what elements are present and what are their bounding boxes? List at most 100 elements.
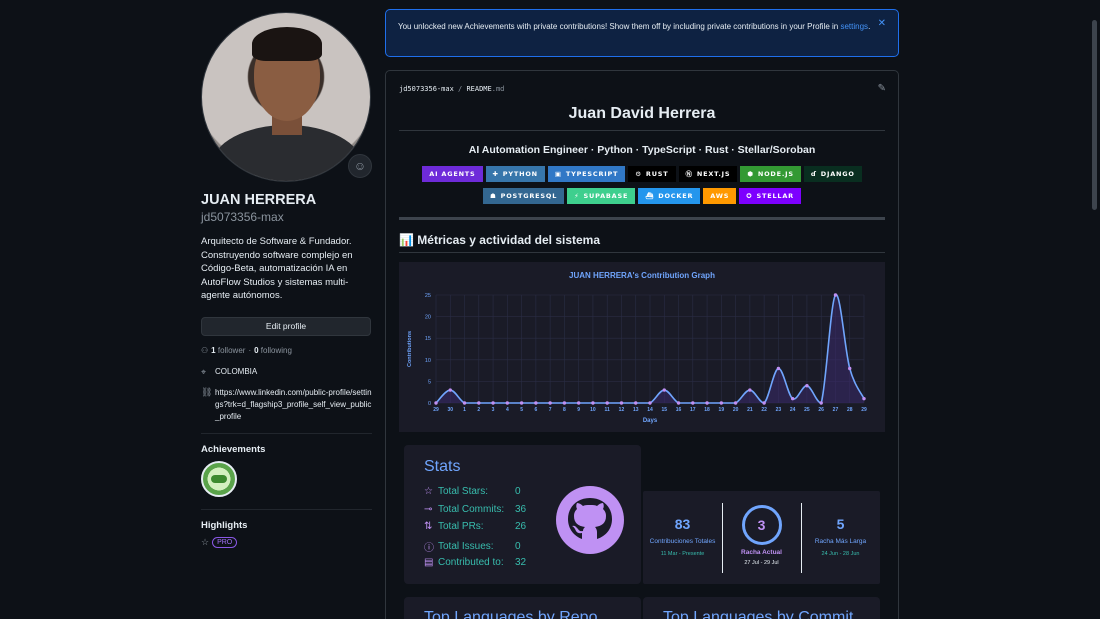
y-tick-label: 10	[425, 358, 431, 364]
badge-rust[interactable]: ⚙ RUST	[628, 166, 676, 182]
divider	[201, 432, 372, 434]
badge-postgresql[interactable]: ☗ POSTGRESQL	[482, 188, 565, 204]
x-tick-label: 3	[492, 407, 495, 413]
pro-badge[interactable]: PRO	[212, 536, 238, 548]
total-contributions-label: Contribuciones Totales	[649, 538, 716, 545]
badge-python[interactable]: ✚ PYTHON	[485, 166, 545, 182]
github-octocat-icon	[556, 486, 624, 554]
x-tick-label: 25	[804, 407, 810, 413]
tech-badges: AI AGENTS ✚ PYTHON ▣ TYPESCRIPT ⚙ RUST Ⓝ NEXT.JS…	[399, 166, 885, 204]
badge-label: DJANGO	[820, 170, 855, 178]
data-point	[705, 401, 709, 405]
star-icon: ☆	[201, 536, 210, 547]
current-streak-value: 3	[757, 517, 766, 533]
x-tick-label: 20	[733, 407, 739, 413]
data-point	[733, 401, 738, 405]
x-tick-label: 11	[605, 407, 611, 413]
badge-node-js[interactable]: ⬢ NODE.JS	[740, 166, 801, 182]
badge-logo-icon: ⬢	[747, 170, 754, 178]
badge-logo-icon: ▣	[554, 170, 562, 178]
data-point	[505, 401, 510, 405]
stat-label: Total Commits:	[438, 503, 505, 515]
readme-owner-link[interactable]: jd5073356-max	[399, 85, 454, 93]
badge-supabase[interactable]: ⚡ SUPABASE	[567, 188, 636, 204]
streak-card: 83 Contribuciones Totales 11 Mar - Prese…	[643, 491, 880, 584]
data-point	[605, 401, 609, 405]
stat-label: Total PRs:	[438, 521, 484, 533]
longest-streak-range: 24 Jun - 28 Jun	[821, 551, 860, 557]
metrics-heading: 📊 Métricas y actividad del sistema	[399, 233, 885, 253]
pencil-icon[interactable]: ✎	[877, 83, 886, 94]
badge-logo-icon: ☗	[489, 192, 497, 200]
data-point	[448, 388, 452, 392]
badge-aws[interactable]: AWS	[703, 188, 737, 204]
close-icon[interactable]: ✕	[877, 18, 886, 29]
followers-label: follower	[217, 345, 246, 355]
scrollbar-thumb[interactable]	[1092, 20, 1097, 210]
total-contributions-value: 83	[674, 516, 691, 532]
stat-row: ⊸ Total Commits: 36	[424, 504, 526, 515]
followers-count: 1	[211, 345, 216, 355]
avatar[interactable]	[201, 12, 371, 182]
edit-profile-button[interactable]: Edit profile	[201, 316, 371, 336]
following-link[interactable]: 0 following	[254, 346, 292, 355]
repo-icon: ▤	[424, 556, 434, 568]
badge-logo-icon: ⚙	[635, 170, 642, 178]
path-separator: /	[458, 85, 463, 93]
x-tick-label: 16	[676, 407, 682, 413]
badge-docker[interactable]: ⛴ DOCKER	[638, 188, 701, 204]
stat-row: ▤ Contributed to: 32	[424, 557, 526, 568]
badge-ai-agents[interactable]: AI AGENTS	[422, 166, 483, 182]
data-point	[748, 388, 752, 392]
x-tick-label: 5	[520, 407, 523, 413]
data-point	[691, 401, 695, 405]
divider	[801, 503, 802, 573]
followers-link[interactable]: 1 follower	[211, 346, 245, 355]
badge-label: PYTHON	[502, 170, 538, 178]
y-tick-label: 20	[425, 315, 431, 321]
issue-icon: ⓘ	[424, 543, 434, 555]
stat-label: Contributed to:	[438, 556, 504, 568]
badge-label: AI AGENTS	[429, 170, 476, 178]
profile-link[interactable]: https://www.linkedin.com/public-profile/…	[215, 387, 372, 421]
x-tick-label: 28	[847, 407, 853, 413]
top-languages-commit-card: Top Languages by Commit	[643, 597, 880, 619]
badge-next-js[interactable]: Ⓝ NEXT.JS	[678, 166, 738, 182]
y-tick-label: 15	[425, 336, 431, 342]
badge-label: RUST	[645, 170, 669, 178]
badge-django[interactable]: ɗ DJANGO	[803, 166, 862, 182]
profile-login: jd5073356-max	[201, 210, 284, 224]
divider	[399, 217, 885, 220]
set-status-emoji-icon[interactable]: ☺	[348, 154, 372, 178]
longest-streak-value: 5	[836, 516, 845, 532]
highlight-pro: ☆ PRO	[201, 536, 372, 548]
achievements-banner: You unlocked new Achievements with priva…	[385, 9, 899, 57]
badge-typescript[interactable]: ▣ TYPESCRIPT	[547, 166, 626, 182]
x-tick-label: 9	[577, 407, 580, 413]
contribution-graph: JUAN HERRERA's Contribution Graph 0 5 10 15 2…	[399, 262, 885, 432]
badge-stellar[interactable]: ✪ STELLAR	[739, 188, 801, 204]
data-point	[762, 401, 766, 405]
banner-settings-link[interactable]: settings	[840, 22, 869, 31]
stat-row: ☆ Total Stars: 0	[424, 486, 521, 497]
badge-label: AWS	[710, 192, 730, 200]
data-point	[591, 401, 595, 405]
x-axis-label: Days	[643, 418, 658, 424]
achievement-badge[interactable]	[201, 460, 237, 497]
following-count: 0	[254, 345, 259, 355]
page-scrollbar[interactable]	[1088, 0, 1100, 619]
stat-value: 32	[515, 556, 527, 568]
stat-row: ⓘ Total Issues: 0	[424, 539, 521, 554]
x-tick-label: 29	[861, 407, 867, 413]
contribution-chart: JUAN HERRERA's Contribution Graph0510152…	[407, 271, 867, 424]
location-icon: ⌖	[201, 366, 207, 377]
avatar-hair	[252, 27, 322, 61]
x-tick-label: 13	[633, 407, 639, 413]
x-tick-label: 26	[818, 407, 824, 413]
y-axis-label: Contributions	[407, 331, 413, 367]
longest-streak-label: Racha Más Larga	[814, 538, 867, 545]
link-row: ⛓ https://www.linkedin.com/public-profil…	[201, 387, 372, 423]
current-streak-label: Racha Actual	[741, 549, 782, 556]
y-tick-label: 5	[428, 379, 431, 385]
